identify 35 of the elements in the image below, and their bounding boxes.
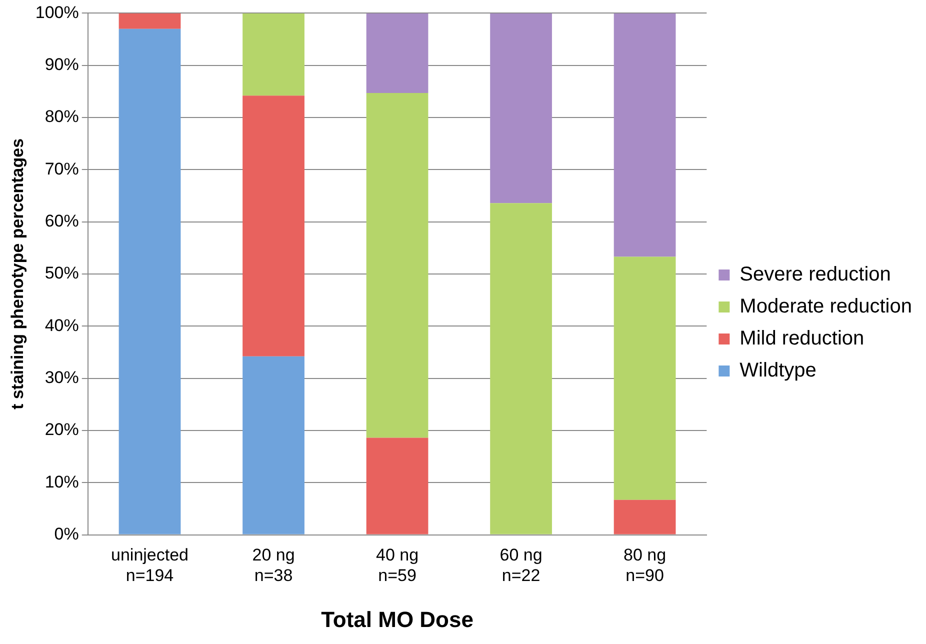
x-axis-title: Total MO Dose	[321, 606, 474, 632]
bar	[490, 203, 552, 534]
y-tick-label: 100%	[35, 2, 79, 22]
bar	[366, 438, 428, 534]
x-tick-label: 80 ng n=90	[624, 546, 666, 586]
legend-label: Severe reduction	[740, 264, 891, 286]
bar	[118, 28, 181, 534]
x-tick-label: uninjected n=194	[111, 546, 189, 586]
legend-label: Moderate reduction	[740, 296, 912, 318]
bar	[366, 93, 428, 438]
x-tick-label: 40 ng n=59	[376, 546, 419, 586]
bar	[242, 356, 304, 534]
bar	[614, 500, 676, 534]
bar	[118, 13, 181, 29]
bar	[614, 256, 676, 500]
y-tick-label: 70%	[44, 159, 79, 178]
bar	[366, 13, 428, 94]
y-tick-label: 90%	[44, 55, 79, 74]
y-tick-label: 50%	[44, 264, 79, 283]
bar	[614, 13, 676, 257]
legend-label: Wildtype	[740, 360, 816, 382]
y-tick-label: 20%	[44, 420, 79, 440]
y-tick-label: 30%	[44, 368, 79, 388]
legend-label: Mild reduction	[740, 328, 864, 350]
y-tick-label: 0%	[54, 524, 79, 544]
bar	[242, 13, 304, 96]
x-tick-label: 60 ng n=22	[500, 546, 542, 586]
y-tick-label: 10%	[44, 472, 79, 492]
bar	[242, 96, 304, 356]
y-axis-title: t staining phenotype percentages	[8, 138, 27, 410]
y-tick-label: 40%	[44, 316, 79, 335]
bar	[490, 13, 552, 204]
x-tick-label: 20 ng n=38	[252, 546, 295, 586]
y-tick-label: 60%	[44, 212, 79, 231]
y-tick-label: 80%	[44, 107, 79, 126]
